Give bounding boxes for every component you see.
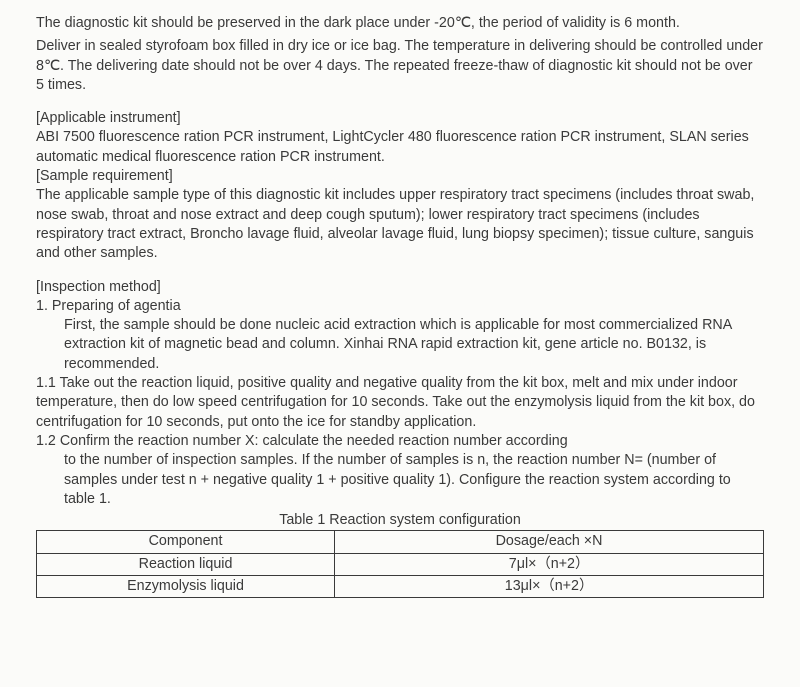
section-instrument-head: [Applicable instrument] [36, 109, 764, 128]
table-row: Enzymolysis liquid 13μl×（n+2） [37, 576, 764, 598]
table-1-header-1: Dosage/each ×N [335, 531, 764, 553]
inspection-item-1-2-b: to the number of inspection samples. If … [36, 451, 764, 509]
table-1-r1-c0: Enzymolysis liquid [37, 576, 335, 598]
section-sample-head: [Sample requirement] [36, 167, 764, 186]
inspection-item-1-title: 1. Preparing of agentia [36, 297, 764, 316]
table-1-caption: Table 1 Reaction system configuration [36, 511, 764, 530]
inspection-item-1-1: 1.1 Take out the reaction liquid, positi… [36, 374, 764, 432]
storage-p1: The diagnostic kit should be preserved i… [36, 14, 764, 33]
section-inspection-head: [Inspection method] [36, 278, 764, 297]
table-1-r0-c0: Reaction liquid [37, 553, 335, 575]
table-1-r0-c1: 7μl×（n+2） [335, 553, 764, 575]
table-1: Component Dosage/each ×N Reaction liquid… [36, 530, 764, 598]
table-1-header-0: Component [37, 531, 335, 553]
section-instrument-body: ABI 7500 fluorescence ration PCR instrum… [36, 128, 764, 167]
storage-p2: Deliver in sealed styrofoam box filled i… [36, 37, 764, 95]
table-1-r1-c1: 13μl×（n+2） [335, 576, 764, 598]
table-row: Reaction liquid 7μl×（n+2） [37, 553, 764, 575]
section-sample-body: The applicable sample type of this diagn… [36, 186, 764, 263]
inspection-item-1-2-a: 1.2 Confirm the reaction number X: calcu… [36, 432, 764, 451]
table-row: Component Dosage/each ×N [37, 531, 764, 553]
document-page: The diagnostic kit should be preserved i… [0, 0, 800, 687]
inspection-item-1-body: First, the sample should be done nucleic… [36, 316, 764, 374]
